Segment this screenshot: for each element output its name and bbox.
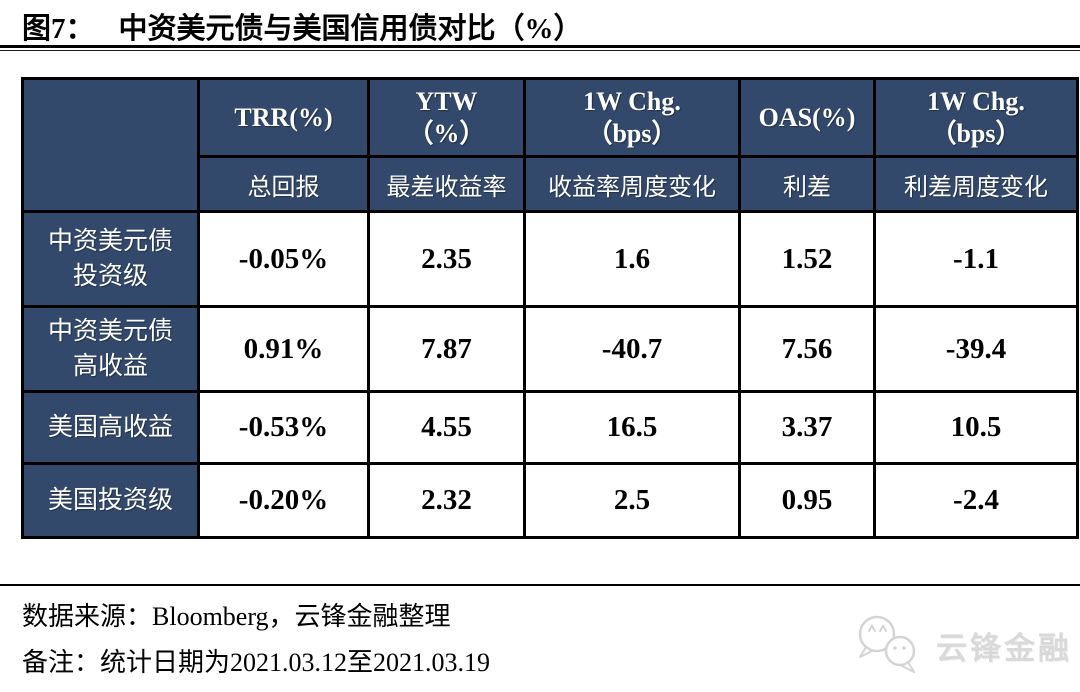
comparison-table: TRR(%) YTW （%） 1W Chg. （bps） OAS(%) 1W C… (21, 77, 1079, 539)
value-cell: 3.37 (738, 390, 876, 465)
table-row-china-usd-hy: 中资美元债 高收益 0.91% 7.87 -40.7 7.56 -39.4 (21, 305, 1079, 393)
subheader-spread: 利差 (738, 155, 876, 213)
value-cell: -1.1 (873, 210, 1079, 308)
value-cell: 2.5 (523, 462, 741, 539)
header-row-cn: 总回报 最差收益率 收益率周度变化 利差 利差周度变化 (23, 155, 1079, 213)
value-cell: -2.4 (873, 462, 1079, 539)
col-header-oas: OAS(%) (738, 77, 876, 158)
row-label: 美国投资级 (21, 462, 200, 539)
figure-title: 中资美元债与美国信用债对比（%） (118, 13, 583, 45)
table-row-us-hy: 美国高收益 -0.53% 4.55 16.5 3.37 10.5 (21, 390, 1079, 465)
corner-cell (21, 77, 200, 213)
row-label: 中资美元债 投资级 (21, 210, 200, 308)
value-cell: -0.20% (197, 462, 370, 539)
col-header-oas-1w-chg: 1W Chg. （bps） (873, 77, 1079, 158)
header-row-en: TRR(%) YTW （%） 1W Chg. （bps） OAS(%) 1W C… (21, 77, 1079, 213)
value-cell: 7.56 (738, 305, 876, 393)
watermark: 云锋金融 (850, 612, 1072, 678)
title-divider-gap (0, 48, 1080, 50)
watermark-brand: 云锋金融 (936, 630, 1072, 666)
figure-title-row: 图7： 中资美元债与美国信用债对比（%） (22, 5, 583, 47)
data-source: 数据来源：Bloomberg，云锋金融整理 (22, 602, 451, 631)
title-divider-thin-line (0, 50, 1080, 51)
value-cell: 4.55 (367, 390, 526, 465)
title-divider-thick-line (0, 45, 1080, 48)
value-cell: -0.05% (197, 210, 370, 308)
table-row-us-ig: 美国投资级 -0.20% 2.32 2.5 0.95 -2.4 (21, 462, 1079, 539)
value-cell: 2.35 (367, 210, 526, 308)
value-cell: -39.4 (873, 305, 1079, 393)
col-header-trr: TRR(%) (197, 77, 370, 158)
subheader-spread-weekly-change: 利差周度变化 (873, 155, 1079, 213)
value-cell: 0.91% (197, 305, 370, 393)
value-cell: -40.7 (523, 305, 741, 393)
table-row-china-usd-ig: 中资美元债 投资级 -0.05% 2.35 1.6 1.52 -1.1 (21, 210, 1079, 308)
value-cell: 1.52 (738, 210, 876, 308)
value-cell: 0.95 (738, 462, 876, 539)
value-cell: 7.87 (367, 305, 526, 393)
footer-divider (0, 584, 1080, 586)
figure-label: 图7： (22, 13, 95, 45)
row-label: 美国高收益 (21, 390, 200, 465)
value-cell: 16.5 (523, 390, 741, 465)
col-header-ytw-1w-chg: 1W Chg. （bps） (523, 77, 741, 158)
subheader-yield-weekly-change: 收益率周度变化 (523, 155, 741, 213)
wechat-bubbles-icon (858, 615, 916, 673)
subheader-yield-to-worst: 最差收益率 (367, 155, 526, 213)
value-cell: 10.5 (873, 390, 1079, 465)
col-header-ytw: YTW （%） (367, 77, 526, 158)
value-cell: 1.6 (523, 210, 741, 308)
row-label: 中资美元债 高收益 (21, 305, 200, 393)
subheader-total-return: 总回报 (197, 155, 370, 213)
value-cell: -0.53% (197, 390, 370, 465)
note: 备注：统计日期为2021.03.12至2021.03.19 (22, 648, 491, 677)
title-divider (0, 45, 1080, 51)
value-cell: 2.32 (367, 462, 526, 539)
